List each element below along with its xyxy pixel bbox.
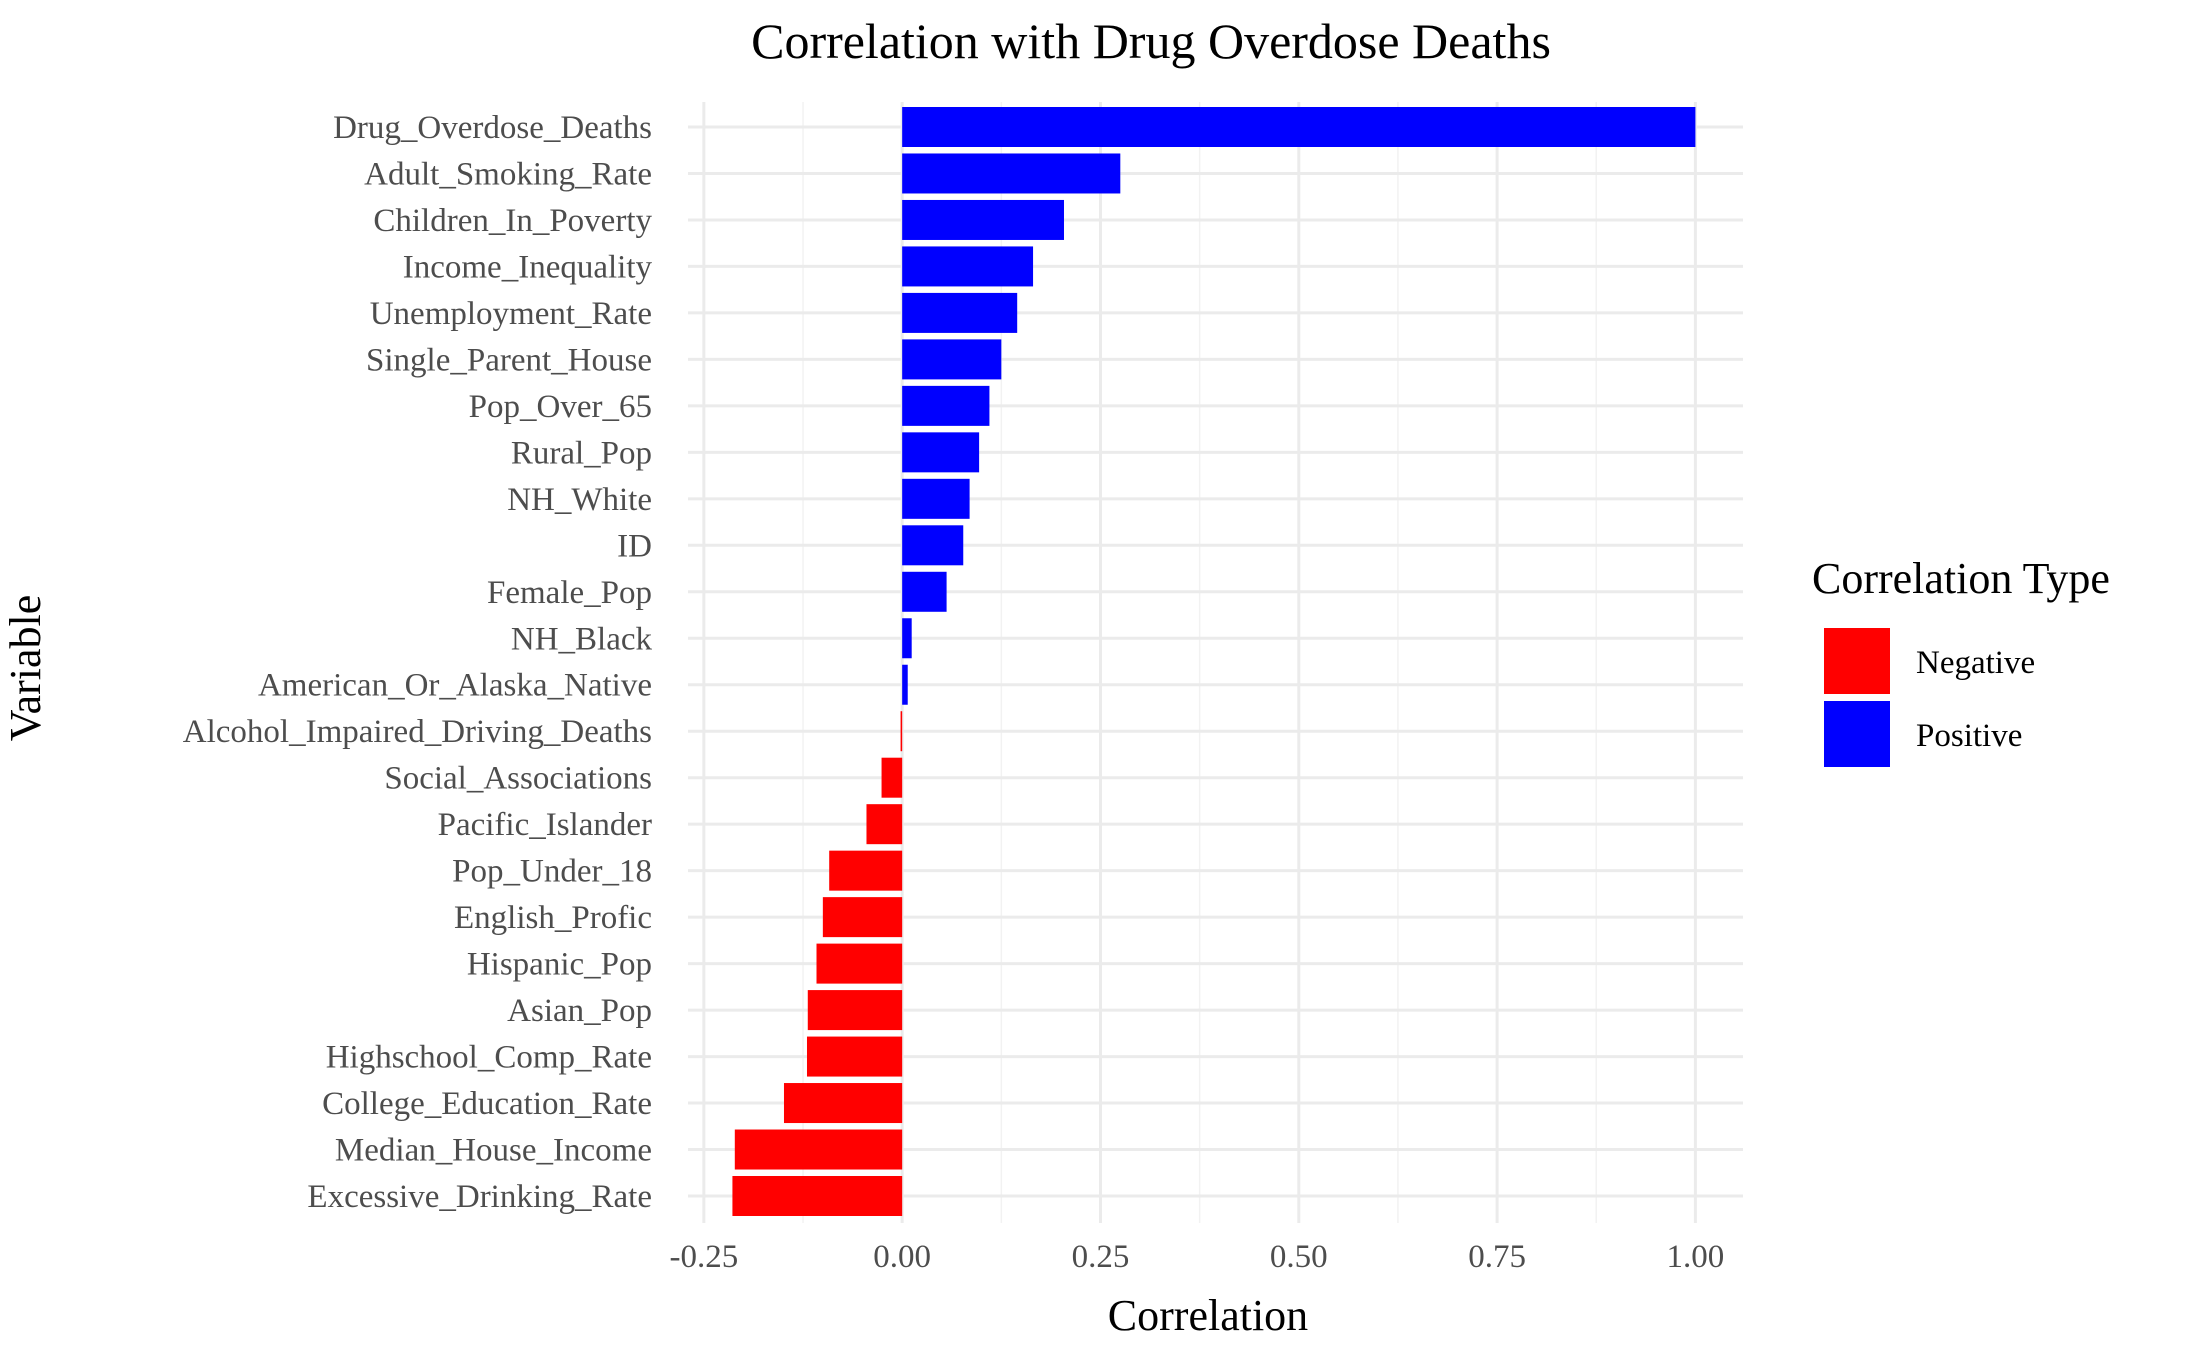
bar [806, 1036, 903, 1077]
y-tick-label: Excessive_Drinking_Rate [307, 1179, 652, 1215]
legend-swatch [1824, 628, 1890, 694]
bar [902, 618, 912, 659]
x-tick-label: 0.00 [873, 1239, 931, 1275]
bar [902, 246, 1034, 287]
bar [881, 757, 903, 798]
y-tick-label: Children_In_Poverty [373, 203, 652, 239]
bar [902, 478, 970, 519]
y-tick-label: Drug_Overdose_Deaths [333, 110, 652, 146]
y-tick-label: College_Education_Rate [322, 1086, 652, 1122]
y-tick-label: Median_House_Income [335, 1133, 652, 1169]
chart-title: Correlation with Drug Overdose Deaths [751, 13, 1551, 69]
bar [829, 850, 903, 891]
x-tick-label: 0.75 [1468, 1239, 1526, 1275]
bars-layer [732, 107, 1696, 1216]
y-tick-label: Pacific_Islander [438, 807, 652, 843]
y-tick-label: Pop_Over_65 [469, 389, 652, 425]
bar [902, 153, 1121, 194]
y-tick-label: Social_Associations [384, 761, 652, 797]
bar [900, 711, 903, 752]
bar [734, 1129, 903, 1170]
y-tick-label: Single_Parent_House [366, 342, 652, 378]
bar [732, 1176, 903, 1216]
x-tick-label: -0.25 [669, 1239, 738, 1275]
y-axis-labels: Drug_Overdose_Deaths Adult_Smoking_Rate Ch… [183, 110, 653, 1215]
y-tick-label: Rural_Pop [511, 435, 652, 471]
x-tick-label: 0.25 [1072, 1239, 1130, 1275]
bar [816, 943, 903, 984]
legend-items: Negative Positive [1824, 628, 2035, 767]
y-tick-label: American_Or_Alaska_Native [258, 668, 652, 704]
bar [902, 292, 1018, 333]
bar [902, 432, 980, 473]
bar [822, 897, 903, 938]
y-tick-label: Income_Inequality [403, 249, 653, 285]
bar [807, 990, 903, 1031]
bar [902, 199, 1064, 240]
bar [866, 804, 903, 845]
y-tick-label: Highschool_Comp_Rate [326, 1040, 652, 1076]
bar [902, 339, 1002, 380]
bar [902, 664, 908, 705]
y-tick-label: NH_Black [511, 621, 653, 657]
x-tick-label: 1.00 [1667, 1239, 1725, 1275]
bar [902, 525, 964, 566]
y-tick-label: Alcohol_Impaired_Driving_Deaths [183, 714, 652, 750]
y-tick-label: Pop_Under_18 [452, 854, 652, 890]
bar [902, 385, 990, 426]
y-tick-label: ID [617, 528, 652, 564]
legend-swatch [1824, 701, 1890, 767]
legend-label: Positive [1916, 718, 2022, 754]
x-tick-label: 0.50 [1270, 1239, 1328, 1275]
legend-title: Correlation Type [1812, 554, 2110, 603]
y-tick-label: Unemployment_Rate [370, 296, 652, 332]
grid-layer [688, 102, 1743, 1223]
bar [902, 571, 947, 612]
legend: Correlation Type Negative Positive [1812, 554, 2110, 767]
y-tick-label: Hispanic_Pop [467, 947, 652, 983]
y-tick-label: Adult_Smoking_Rate [364, 156, 652, 192]
legend-label: Negative [1916, 645, 2035, 681]
y-tick-label: Asian_Pop [507, 993, 652, 1029]
x-axis-title: Correlation [1108, 1291, 1308, 1340]
bar [783, 1083, 903, 1124]
y-tick-label: English_Profic [454, 900, 652, 936]
x-axis-labels: -0.25 0.00 0.25 0.50 0.75 1.00 [669, 1239, 1724, 1275]
y-tick-label: Female_Pop [487, 575, 652, 611]
y-tick-label: NH_White [507, 482, 652, 518]
bar [902, 107, 1696, 147]
y-axis-title: Variable [1, 595, 50, 742]
